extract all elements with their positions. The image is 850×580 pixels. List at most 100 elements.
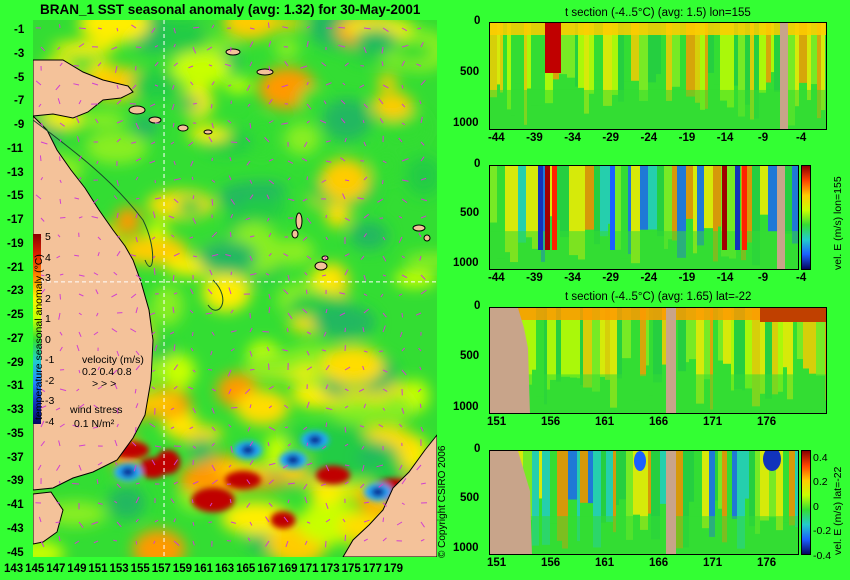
current-vector [357, 197, 365, 200]
map-x-tick: 153 [109, 563, 129, 575]
section-column [799, 23, 807, 83]
current-vector [362, 365, 365, 371]
current-vector [382, 388, 388, 392]
current-vector [265, 273, 270, 276]
section-column [612, 166, 621, 250]
current-vector [211, 426, 216, 432]
current-vector [135, 197, 140, 200]
current-vector [208, 136, 213, 143]
current-vector [40, 217, 45, 222]
current-vector [249, 194, 254, 200]
current-vector [325, 364, 330, 371]
map-x-tick: 171 [299, 563, 319, 575]
section-column [578, 23, 584, 88]
land-mask [777, 166, 785, 269]
current-vector [172, 274, 175, 282]
current-vector [249, 441, 254, 447]
section-column [793, 308, 797, 385]
current-vector [116, 84, 119, 90]
velocity-jet [742, 166, 747, 250]
current-vector [420, 41, 424, 48]
current-vector [191, 499, 194, 504]
panel-x-tick: 161 [595, 416, 615, 428]
section-column [648, 166, 657, 230]
island-land [314, 261, 328, 271]
section-column [734, 308, 742, 390]
current-vector [325, 464, 330, 472]
section-column [759, 23, 766, 93]
current-vector [344, 534, 347, 542]
current-vector [401, 274, 408, 279]
current-vector [306, 40, 309, 48]
section-panel-2[interactable] [489, 165, 799, 270]
section-column [559, 23, 567, 75]
section-column [532, 308, 536, 370]
section-panel-1[interactable] [489, 22, 827, 130]
panel-y-tick: 0 [474, 300, 481, 312]
section-column [624, 23, 631, 82]
anomaly-blob [85, 131, 148, 165]
colorbar-tick: 0 [45, 333, 51, 346]
section-column [503, 23, 507, 74]
current-vector [169, 331, 175, 335]
current-vector [268, 405, 273, 409]
current-vector [340, 99, 346, 105]
current-vector [306, 176, 308, 181]
panel-x-tick: -34 [564, 272, 581, 284]
map-y-tick: -35 [7, 427, 24, 440]
current-vector [173, 518, 176, 523]
panel-y-tick: 500 [460, 207, 480, 220]
current-vector [173, 385, 178, 390]
current-vector [249, 255, 253, 261]
current-vector [74, 540, 80, 545]
panel-x-tick: -39 [526, 272, 543, 284]
current-vector [286, 327, 289, 333]
current-vector [382, 274, 387, 277]
current-vector [249, 61, 253, 67]
current-vector [59, 423, 65, 428]
section-column [621, 166, 628, 259]
current-vector [192, 445, 197, 449]
section-column [664, 166, 668, 249]
panel-x-tick: -34 [564, 132, 581, 144]
current-vector [190, 160, 194, 167]
current-vector [229, 232, 232, 238]
section-column [605, 308, 610, 380]
map-y-tick: -39 [7, 475, 24, 488]
current-vector [420, 521, 425, 528]
section-column [760, 166, 768, 215]
panel-x-tick: -44 [488, 272, 505, 284]
current-vector [363, 519, 370, 523]
current-vector [321, 62, 327, 67]
current-vector [58, 440, 61, 447]
current-vector [40, 420, 45, 428]
current-vector [325, 140, 331, 143]
current-vector [116, 483, 121, 489]
panel-y-tick: 1000 [453, 541, 479, 554]
current-vector [76, 136, 80, 143]
current-vector [154, 197, 162, 200]
australia-land [33, 115, 154, 491]
current-vector [97, 502, 103, 505]
current-vector [284, 404, 289, 409]
panel-x-tick: -24 [640, 132, 658, 144]
current-vector [382, 537, 387, 542]
section-column [567, 23, 575, 78]
current-vector [398, 215, 403, 219]
section-panel-4[interactable] [489, 450, 799, 555]
section-column [769, 451, 776, 518]
current-vector [325, 214, 327, 219]
current-vector [420, 79, 426, 86]
sst-map[interactable] [33, 20, 437, 557]
section-panel-3[interactable] [489, 307, 827, 414]
current-vector [59, 198, 62, 204]
map-x-tick: 151 [88, 563, 108, 575]
current-vector [361, 445, 365, 450]
map-x-tick: 165 [236, 563, 256, 575]
panel-y-tick: 0 [474, 158, 481, 170]
cold-anomaly-core [371, 487, 385, 497]
current-vector [302, 308, 308, 314]
current-vector [420, 482, 426, 485]
current-vector [93, 331, 99, 336]
current-vector [246, 160, 251, 166]
